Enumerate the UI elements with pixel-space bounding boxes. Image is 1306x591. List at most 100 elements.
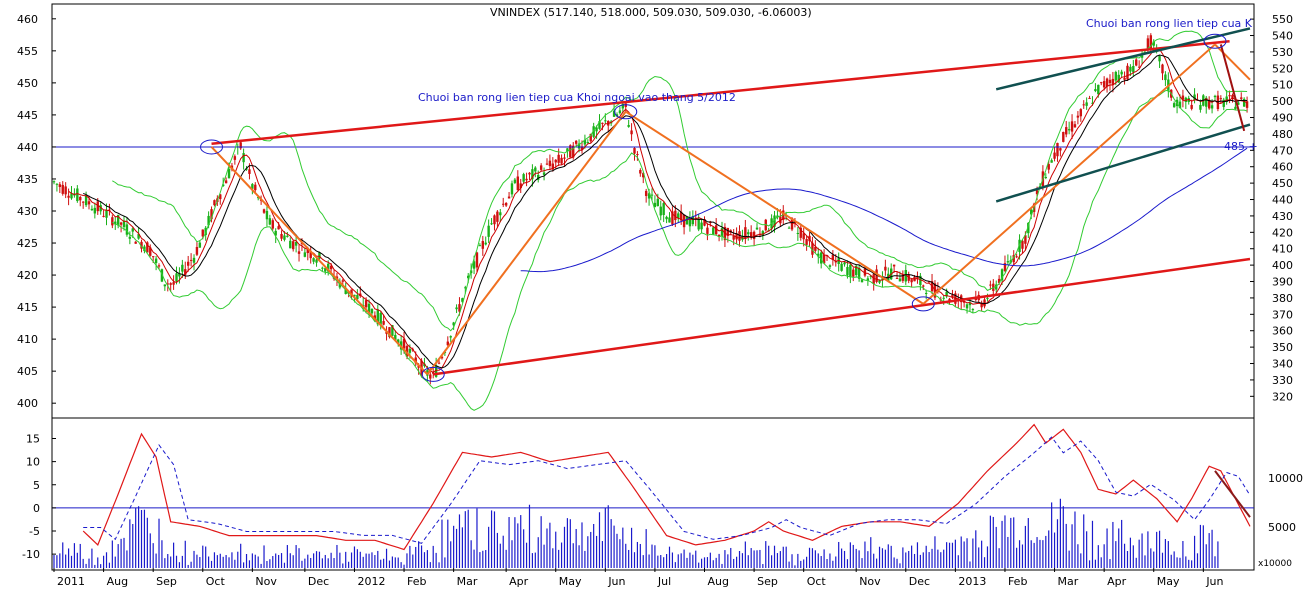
- candle-body: [854, 265, 858, 276]
- right-price-tick-label: 320: [1272, 390, 1293, 403]
- candle-body: [537, 174, 540, 180]
- candle-body: [726, 227, 730, 236]
- candle-body: [752, 231, 756, 240]
- candle-body: [131, 228, 134, 232]
- candle-body: [341, 280, 344, 282]
- candle-body: [592, 126, 595, 137]
- candle-body: [1123, 77, 1126, 80]
- price-panel: [51, 3, 1255, 419]
- candle-body: [64, 186, 67, 195]
- recent-drop: [1219, 44, 1246, 132]
- right-price-tick-label: 450: [1272, 177, 1293, 190]
- candle-body: [437, 362, 441, 364]
- support-trendline: [433, 257, 1251, 376]
- candle-body: [315, 259, 318, 263]
- candle-body: [881, 278, 884, 280]
- candle-body: [688, 217, 692, 227]
- candle-body: [805, 239, 808, 245]
- candle-body: [910, 279, 913, 283]
- candle-body: [102, 215, 105, 217]
- volume-tick-label: 5000: [1268, 521, 1296, 534]
- candle-body: [201, 229, 204, 237]
- candle-body: [172, 282, 175, 285]
- candle-body: [105, 210, 108, 218]
- month-label: Sep: [156, 575, 177, 588]
- resistance-trendline: [211, 39, 1230, 145]
- left-price-tick-label: 410: [17, 333, 38, 346]
- candle-body: [1065, 127, 1068, 135]
- candle-body: [1164, 74, 1167, 81]
- candle-body: [1210, 105, 1214, 109]
- candle-body: [224, 180, 228, 184]
- candle-body: [604, 120, 607, 122]
- indicator-drop: [1214, 470, 1251, 518]
- candle-body: [262, 209, 266, 213]
- month-label: Jul: [657, 575, 671, 588]
- month-label: 2012: [357, 575, 385, 588]
- right-price-tick-label: 350: [1272, 341, 1293, 354]
- candle-body: [639, 169, 642, 174]
- candle-body: [965, 304, 969, 309]
- candle-body: [659, 206, 662, 216]
- candle-body: [417, 365, 420, 368]
- candle-body: [857, 267, 861, 279]
- candle-body: [461, 298, 464, 302]
- candle-body: [633, 148, 636, 154]
- candle-body: [1097, 84, 1100, 95]
- candle-body: [569, 145, 572, 158]
- left-price-tick-label: 440: [17, 141, 38, 154]
- candle-body: [598, 121, 601, 129]
- candle-body: [239, 142, 242, 149]
- candle-body: [490, 223, 493, 225]
- candle-body: [828, 265, 832, 267]
- candle-body: [1021, 240, 1024, 249]
- indicator-signal-line: [83, 436, 1251, 544]
- channel-lower: [995, 123, 1251, 203]
- candle-body: [560, 157, 563, 164]
- right-price-tick-label: 550: [1272, 13, 1293, 26]
- month-label: 2013: [958, 575, 986, 588]
- candle-body: [312, 258, 315, 262]
- bollinger-lower: [112, 89, 1248, 411]
- candle-body: [248, 169, 251, 174]
- candle-body: [992, 283, 995, 291]
- candle-body: [1137, 66, 1141, 68]
- candle-body: [878, 280, 881, 283]
- candle-body: [814, 246, 817, 251]
- candle-body: [1240, 97, 1243, 99]
- month-label: Mar: [1058, 575, 1079, 588]
- candle-body: [927, 281, 931, 283]
- candle-body: [618, 110, 622, 114]
- candle-body: [198, 242, 202, 248]
- candle-body: [221, 184, 225, 187]
- candle-body: [1062, 131, 1065, 142]
- candle-body: [210, 209, 213, 220]
- candle-body: [653, 202, 657, 208]
- candle-body: [467, 275, 470, 279]
- right-price-tick-label: 520: [1272, 62, 1293, 75]
- candle-body: [149, 247, 152, 256]
- candle-body: [796, 232, 800, 234]
- ma-mid: [83, 54, 1248, 369]
- candle-body: [916, 276, 919, 279]
- candle-body: [487, 225, 490, 237]
- candle-body: [892, 264, 896, 267]
- candle-body: [283, 235, 286, 240]
- candle-body: [863, 268, 867, 276]
- candle-body: [1027, 222, 1030, 234]
- candle-body: [376, 309, 379, 325]
- candle-body: [1245, 101, 1249, 108]
- candle-body: [601, 122, 604, 124]
- bollinger-upper: [112, 30, 1248, 332]
- candle-body: [712, 227, 715, 235]
- candle-body: [636, 154, 639, 156]
- candle-body: [1111, 78, 1115, 86]
- candle-body: [1094, 89, 1097, 92]
- trend-up-2: [922, 43, 1216, 305]
- volume-unit-label: x10000: [1258, 559, 1292, 569]
- candle-body: [738, 231, 741, 241]
- candle-body: [274, 230, 277, 236]
- candle-body: [1091, 102, 1094, 104]
- candle-body: [297, 251, 301, 254]
- left-price-tick-label: 435: [17, 173, 38, 186]
